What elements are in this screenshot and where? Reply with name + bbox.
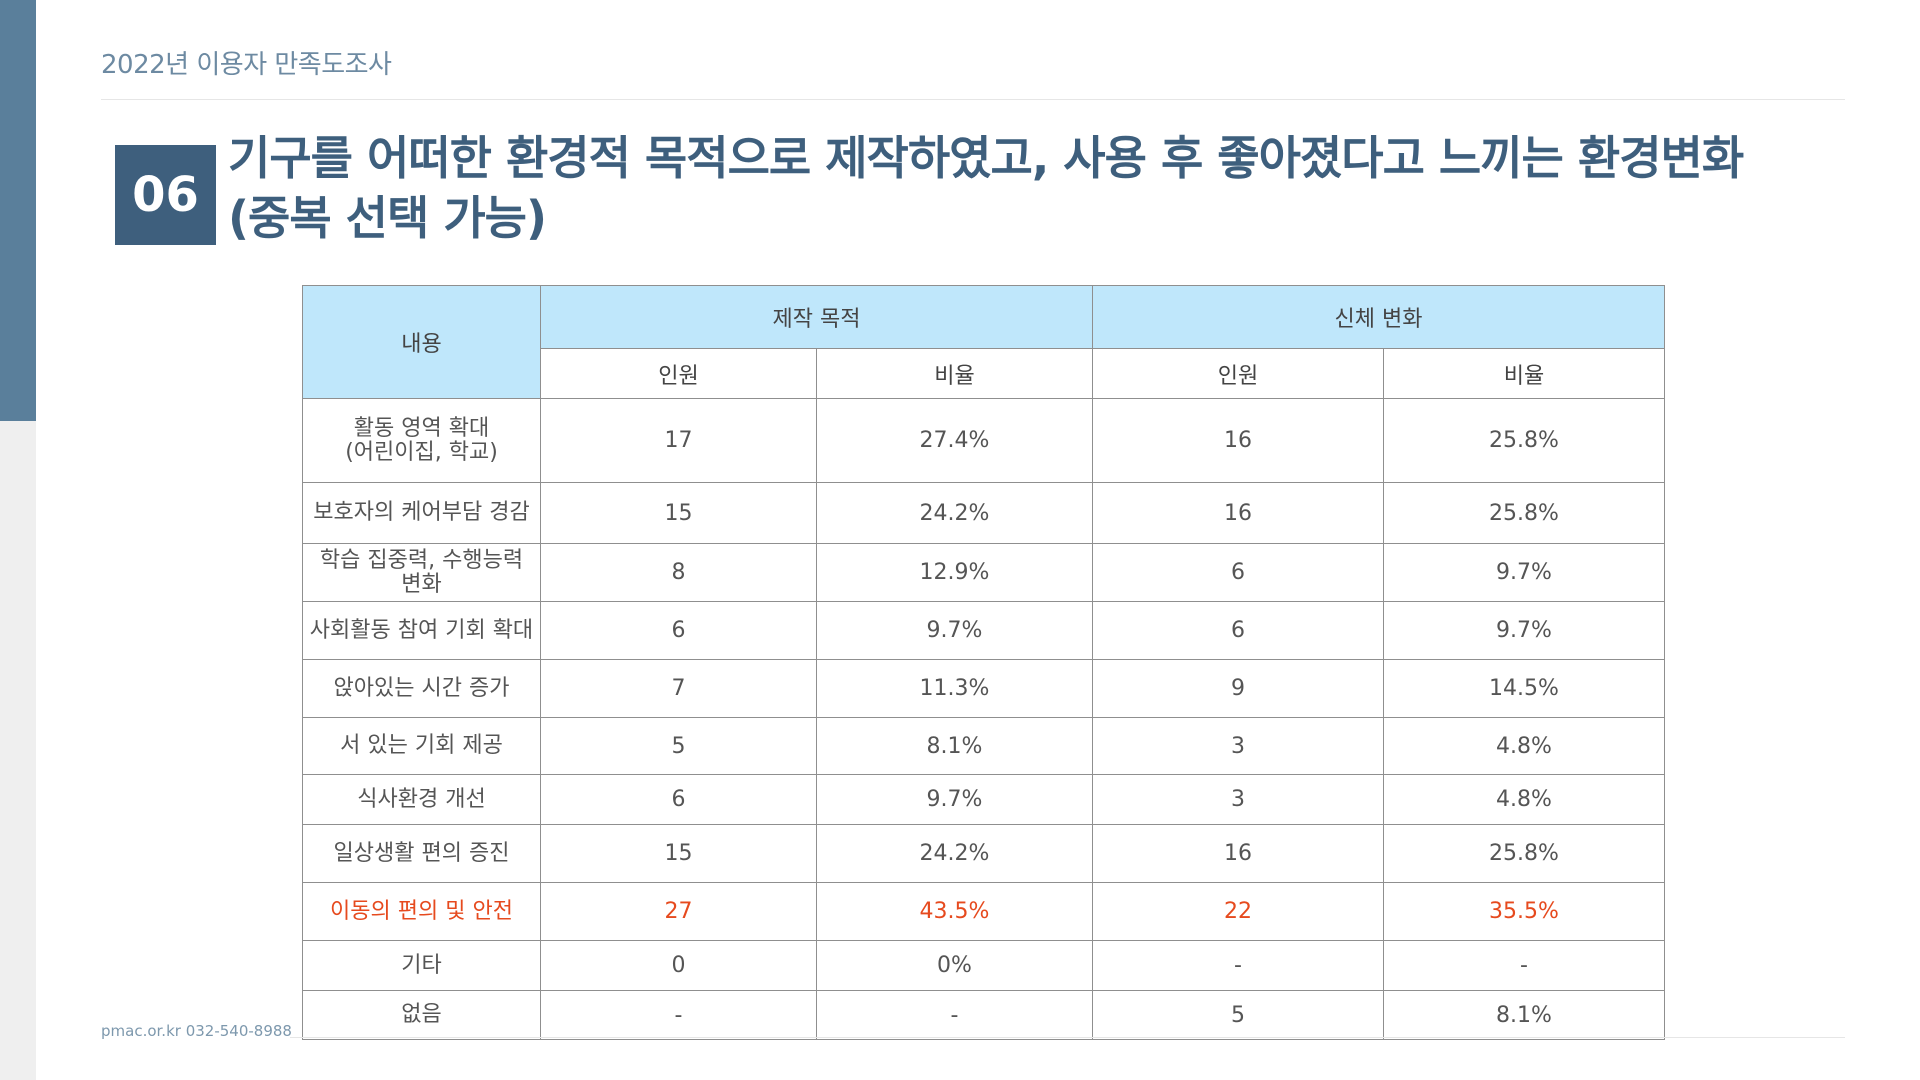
row-label: 활동 영역 확대 (어린이집, 학교)	[302, 398, 541, 483]
page-header-title: 2022년 이용자 만족도조사	[101, 50, 392, 80]
table-row: 식사환경 개선 6 9.7% 3 4.8%	[302, 774, 1665, 825]
cell-body-ratio: 25.8%	[1383, 482, 1665, 544]
table-row: 사회활동 참여 기회 확대 6 9.7% 6 9.7%	[302, 601, 1665, 660]
cell-purpose-count: 27	[540, 882, 817, 941]
survey-table: 내용 제작 목적 신체 변화 인원 비율 인원 비율 활동 영역 확대 (어린이집…	[302, 285, 1665, 1040]
subheader-body-count: 인원	[1092, 348, 1384, 399]
table-row: 앉아있는 시간 증가 7 11.3% 9 14.5%	[302, 659, 1665, 718]
row-label: 일상생활 편의 증진	[302, 824, 541, 883]
cell-purpose-ratio: 9.7%	[816, 774, 1093, 825]
section-title: 기구를 어떠한 환경적 목적으로 제작하였고, 사용 후 좋아졌다고 느끼는 환…	[228, 128, 1848, 248]
cell-body-count: 16	[1092, 482, 1384, 544]
section-title-line1: 기구를 어떠한 환경적 목적으로 제작하였고, 사용 후 좋아졌다고 느끼는 환…	[228, 131, 1744, 185]
cell-purpose-ratio: 0%	[816, 940, 1093, 991]
cell-body-count: 3	[1092, 717, 1384, 775]
header-content: 내용	[302, 285, 541, 399]
side-accent-bar	[0, 0, 36, 421]
cell-body-count: 3	[1092, 774, 1384, 825]
cell-purpose-ratio: 27.4%	[816, 398, 1093, 483]
cell-body-ratio: 25.8%	[1383, 824, 1665, 883]
cell-purpose-count: 8	[540, 543, 817, 602]
cell-body-ratio: 4.8%	[1383, 717, 1665, 775]
cell-body-count: 16	[1092, 824, 1384, 883]
table-body: 활동 영역 확대 (어린이집, 학교) 17 27.4% 16 25.8% 보호자의 케어부…	[302, 398, 1665, 1040]
table-row: 서 있는 기회 제공 5 8.1% 3 4.8%	[302, 717, 1665, 775]
table-row: 이동의 편의 및 안전 27 43.5% 22 35.5%	[302, 882, 1665, 941]
row-label: 식사환경 개선	[302, 774, 541, 825]
cell-purpose-count: 0	[540, 940, 817, 991]
cell-body-count: 9	[1092, 659, 1384, 718]
cell-body-ratio: -	[1383, 940, 1665, 991]
cell-purpose-count: 15	[540, 482, 817, 544]
section-number-badge: 06	[115, 145, 216, 245]
cell-purpose-ratio: 11.3%	[816, 659, 1093, 718]
cell-body-ratio: 14.5%	[1383, 659, 1665, 718]
section-title-line2: (중복 선택 가능)	[228, 191, 547, 245]
cell-body-count: 6	[1092, 601, 1384, 660]
cell-body-count: -	[1092, 940, 1384, 991]
cell-purpose-count: -	[540, 990, 817, 1040]
subheader-body-ratio: 비율	[1383, 348, 1665, 399]
cell-body-count: 16	[1092, 398, 1384, 483]
row-label: 학습 집중력, 수행능력 변화	[302, 543, 541, 602]
row-label: 서 있는 기회 제공	[302, 717, 541, 775]
cell-body-count: 5	[1092, 990, 1384, 1040]
header-divider	[101, 99, 1845, 100]
row-label: 없음	[302, 990, 541, 1040]
cell-body-ratio: 25.8%	[1383, 398, 1665, 483]
cell-body-ratio: 35.5%	[1383, 882, 1665, 941]
header-group-purpose: 제작 목적	[540, 285, 1093, 349]
cell-body-count: 6	[1092, 543, 1384, 602]
cell-purpose-count: 5	[540, 717, 817, 775]
table-row: 기타 0 0% - -	[302, 940, 1665, 991]
cell-purpose-count: 17	[540, 398, 817, 483]
table-row: 보호자의 케어부담 경감 15 24.2% 16 25.8%	[302, 482, 1665, 544]
cell-purpose-count: 6	[540, 601, 817, 660]
row-label: 이동의 편의 및 안전	[302, 882, 541, 941]
cell-purpose-ratio: 9.7%	[816, 601, 1093, 660]
cell-body-ratio: 4.8%	[1383, 774, 1665, 825]
footer-divider	[290, 1037, 1845, 1038]
cell-purpose-count: 6	[540, 774, 817, 825]
table-row: 없음 - -5 8.1%	[302, 990, 1665, 1040]
row-label: 앉아있는 시간 증가	[302, 659, 541, 718]
row-label: 기타	[302, 940, 541, 991]
subheader-purpose-count: 인원	[540, 348, 817, 399]
table-row: 학습 집중력, 수행능력 변화 8 12.9% 6 9.7%	[302, 543, 1665, 602]
cell-body-ratio: 9.7%	[1383, 543, 1665, 602]
cell-purpose-count: 7	[540, 659, 817, 718]
subheader-purpose-ratio: 비율	[816, 348, 1093, 399]
cell-purpose-ratio: 12.9%	[816, 543, 1093, 602]
table-row: 일상생활 편의 증진 15 24.2% 16 25.8%	[302, 824, 1665, 883]
footer-contact: pmac.or.kr 032-540-8988	[101, 1022, 292, 1040]
cell-purpose-ratio: 8.1%	[816, 717, 1093, 775]
cell-purpose-count: 15	[540, 824, 817, 883]
cell-purpose-ratio: 43.5%	[816, 882, 1093, 941]
cell-purpose-ratio: -	[816, 990, 1093, 1040]
cell-body-ratio: 9.7%	[1383, 601, 1665, 660]
row-label: 보호자의 케어부담 경감	[302, 482, 541, 544]
cell-purpose-ratio: 24.2%	[816, 482, 1093, 544]
cell-body-count: 22	[1092, 882, 1384, 941]
table-row: 활동 영역 확대 (어린이집, 학교) 17 27.4% 16 25.8%	[302, 398, 1665, 483]
header-group-body-change: 신체 변화	[1092, 285, 1665, 349]
cell-purpose-ratio: 24.2%	[816, 824, 1093, 883]
row-label: 사회활동 참여 기회 확대	[302, 601, 541, 660]
cell-body-ratio: 8.1%	[1383, 990, 1665, 1040]
